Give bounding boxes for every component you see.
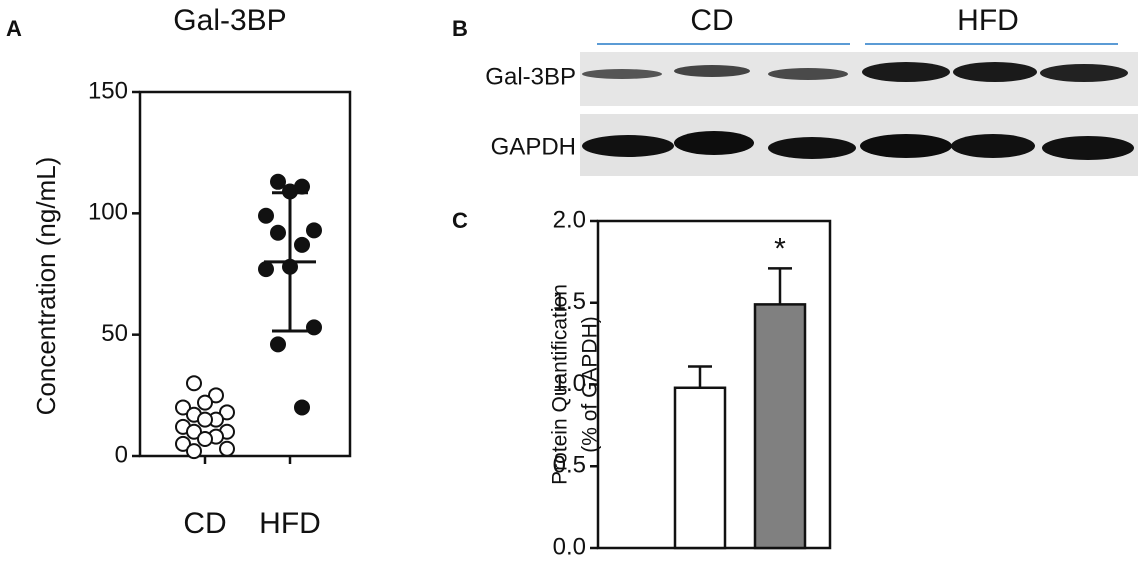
y-tick-label: 50 (101, 320, 128, 347)
blot-row-label: Gal-3BP (485, 63, 576, 90)
blot-group: CD (690, 4, 733, 37)
panel-label: A (6, 16, 22, 41)
data-point (186, 423, 202, 440)
significance: * (774, 232, 786, 265)
data-point (270, 336, 286, 353)
y-axis-label: Concentration (ng/mL) (31, 157, 61, 416)
blot-group: HFD (957, 4, 1019, 37)
y-axis-label: (% of GAPDH) (579, 316, 602, 453)
y-tick-label: 1.5 (553, 288, 586, 315)
data-point (219, 440, 235, 457)
data-point (197, 411, 213, 428)
chart-title: Gal-3BP (173, 4, 286, 37)
data-point (270, 173, 286, 190)
data-point (282, 258, 298, 275)
y-tick-label: 0.0 (553, 533, 586, 560)
data-point (197, 431, 213, 448)
axis-frame (596, 219, 832, 550)
data-point (306, 222, 322, 239)
data-point (219, 404, 235, 421)
y-tick-label: 0.5 (553, 452, 586, 479)
bar (753, 303, 807, 550)
data-point (282, 183, 298, 200)
x-tick-label: HFD (259, 507, 321, 540)
y-axis-label: Protein Quantification (549, 284, 572, 485)
panel-label: B (452, 16, 468, 41)
data-point (186, 375, 202, 392)
blot-image (580, 52, 1138, 176)
data-point (270, 224, 286, 241)
data-point (208, 387, 224, 404)
y-tick-label: 2.0 (553, 206, 586, 233)
y-tick-label: 1.0 (553, 370, 586, 397)
data-point (186, 443, 202, 460)
data-point (197, 394, 213, 411)
data-point (175, 399, 191, 416)
data-point (294, 236, 310, 253)
data-point (258, 207, 274, 224)
y-tick-label: 0 (115, 441, 128, 468)
blot-row-label: GAPDH (491, 133, 576, 160)
data-point (175, 435, 191, 452)
panel-label: C (452, 208, 468, 233)
data-point (258, 261, 274, 278)
y-tick-label: 150 (88, 77, 128, 104)
x-tick-label: CD (183, 507, 226, 540)
bar (673, 386, 727, 550)
data-point (294, 399, 310, 416)
y-tick-label: 100 (88, 199, 128, 226)
data-point (306, 319, 322, 336)
axis-frame (138, 90, 352, 458)
